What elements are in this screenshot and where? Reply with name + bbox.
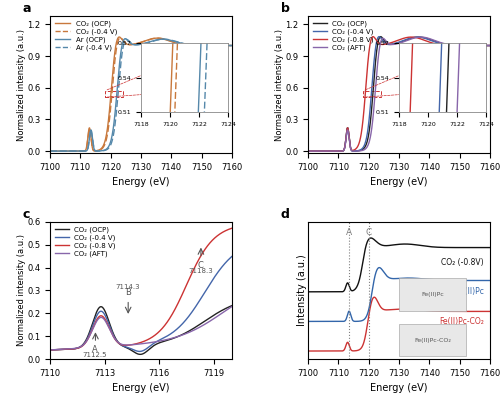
Text: C: C bbox=[198, 261, 204, 270]
Text: Fe(II)Pc-CO₂: Fe(II)Pc-CO₂ bbox=[439, 317, 484, 326]
Text: 7112.5: 7112.5 bbox=[82, 352, 107, 358]
Y-axis label: Normalized intensity (a.u.): Normalized intensity (a.u.) bbox=[16, 29, 26, 140]
Text: d: d bbox=[281, 208, 290, 221]
X-axis label: Energy (eV): Energy (eV) bbox=[370, 178, 428, 188]
Y-axis label: Normalized intensity (a.u.): Normalized intensity (a.u.) bbox=[16, 235, 26, 346]
Text: A: A bbox=[346, 228, 352, 237]
Y-axis label: Normalized intensity (a.u.): Normalized intensity (a.u.) bbox=[275, 29, 284, 140]
Bar bbox=[362, 91, 381, 97]
Text: 7114.3: 7114.3 bbox=[116, 284, 140, 290]
Y-axis label: Intensity (a.u.): Intensity (a.u.) bbox=[297, 255, 307, 326]
Bar bbox=[399, 279, 466, 311]
Text: A: A bbox=[92, 346, 98, 354]
Bar bbox=[399, 324, 466, 356]
Text: CO₂ (-0.8V): CO₂ (-0.8V) bbox=[442, 258, 484, 267]
Text: b: b bbox=[281, 2, 290, 15]
Text: c: c bbox=[22, 208, 30, 221]
X-axis label: Energy (eV): Energy (eV) bbox=[112, 178, 170, 188]
X-axis label: Energy (eV): Energy (eV) bbox=[370, 383, 428, 393]
Legend: CO₂ (OCP), CO₂ (-0.4 V), CO₂ (-0.8 V), CO₂ (AFT): CO₂ (OCP), CO₂ (-0.4 V), CO₂ (-0.8 V), C… bbox=[54, 225, 117, 258]
Text: Fe(II)Pc: Fe(II)Pc bbox=[421, 292, 444, 297]
Legend: CO₂ (OCP), CO₂ (-0.4 V), CO₂ (-0.8 V), CO₂ (AFT): CO₂ (OCP), CO₂ (-0.4 V), CO₂ (-0.8 V), C… bbox=[312, 20, 376, 52]
Text: Fe(II)Pc: Fe(II)Pc bbox=[456, 287, 484, 296]
Text: B: B bbox=[125, 288, 131, 297]
Text: C: C bbox=[366, 228, 372, 237]
Text: Fe(II)Pc-CO₂: Fe(II)Pc-CO₂ bbox=[414, 338, 451, 343]
Legend: CO₂ (OCP), CO₂ (-0.4 V), Ar (OCP), Ar (-0.4 V): CO₂ (OCP), CO₂ (-0.4 V), Ar (OCP), Ar (-… bbox=[54, 20, 118, 52]
Bar bbox=[104, 91, 122, 97]
Text: 7118.3: 7118.3 bbox=[188, 268, 214, 274]
Text: a: a bbox=[22, 2, 31, 15]
X-axis label: Energy (eV): Energy (eV) bbox=[112, 383, 170, 393]
